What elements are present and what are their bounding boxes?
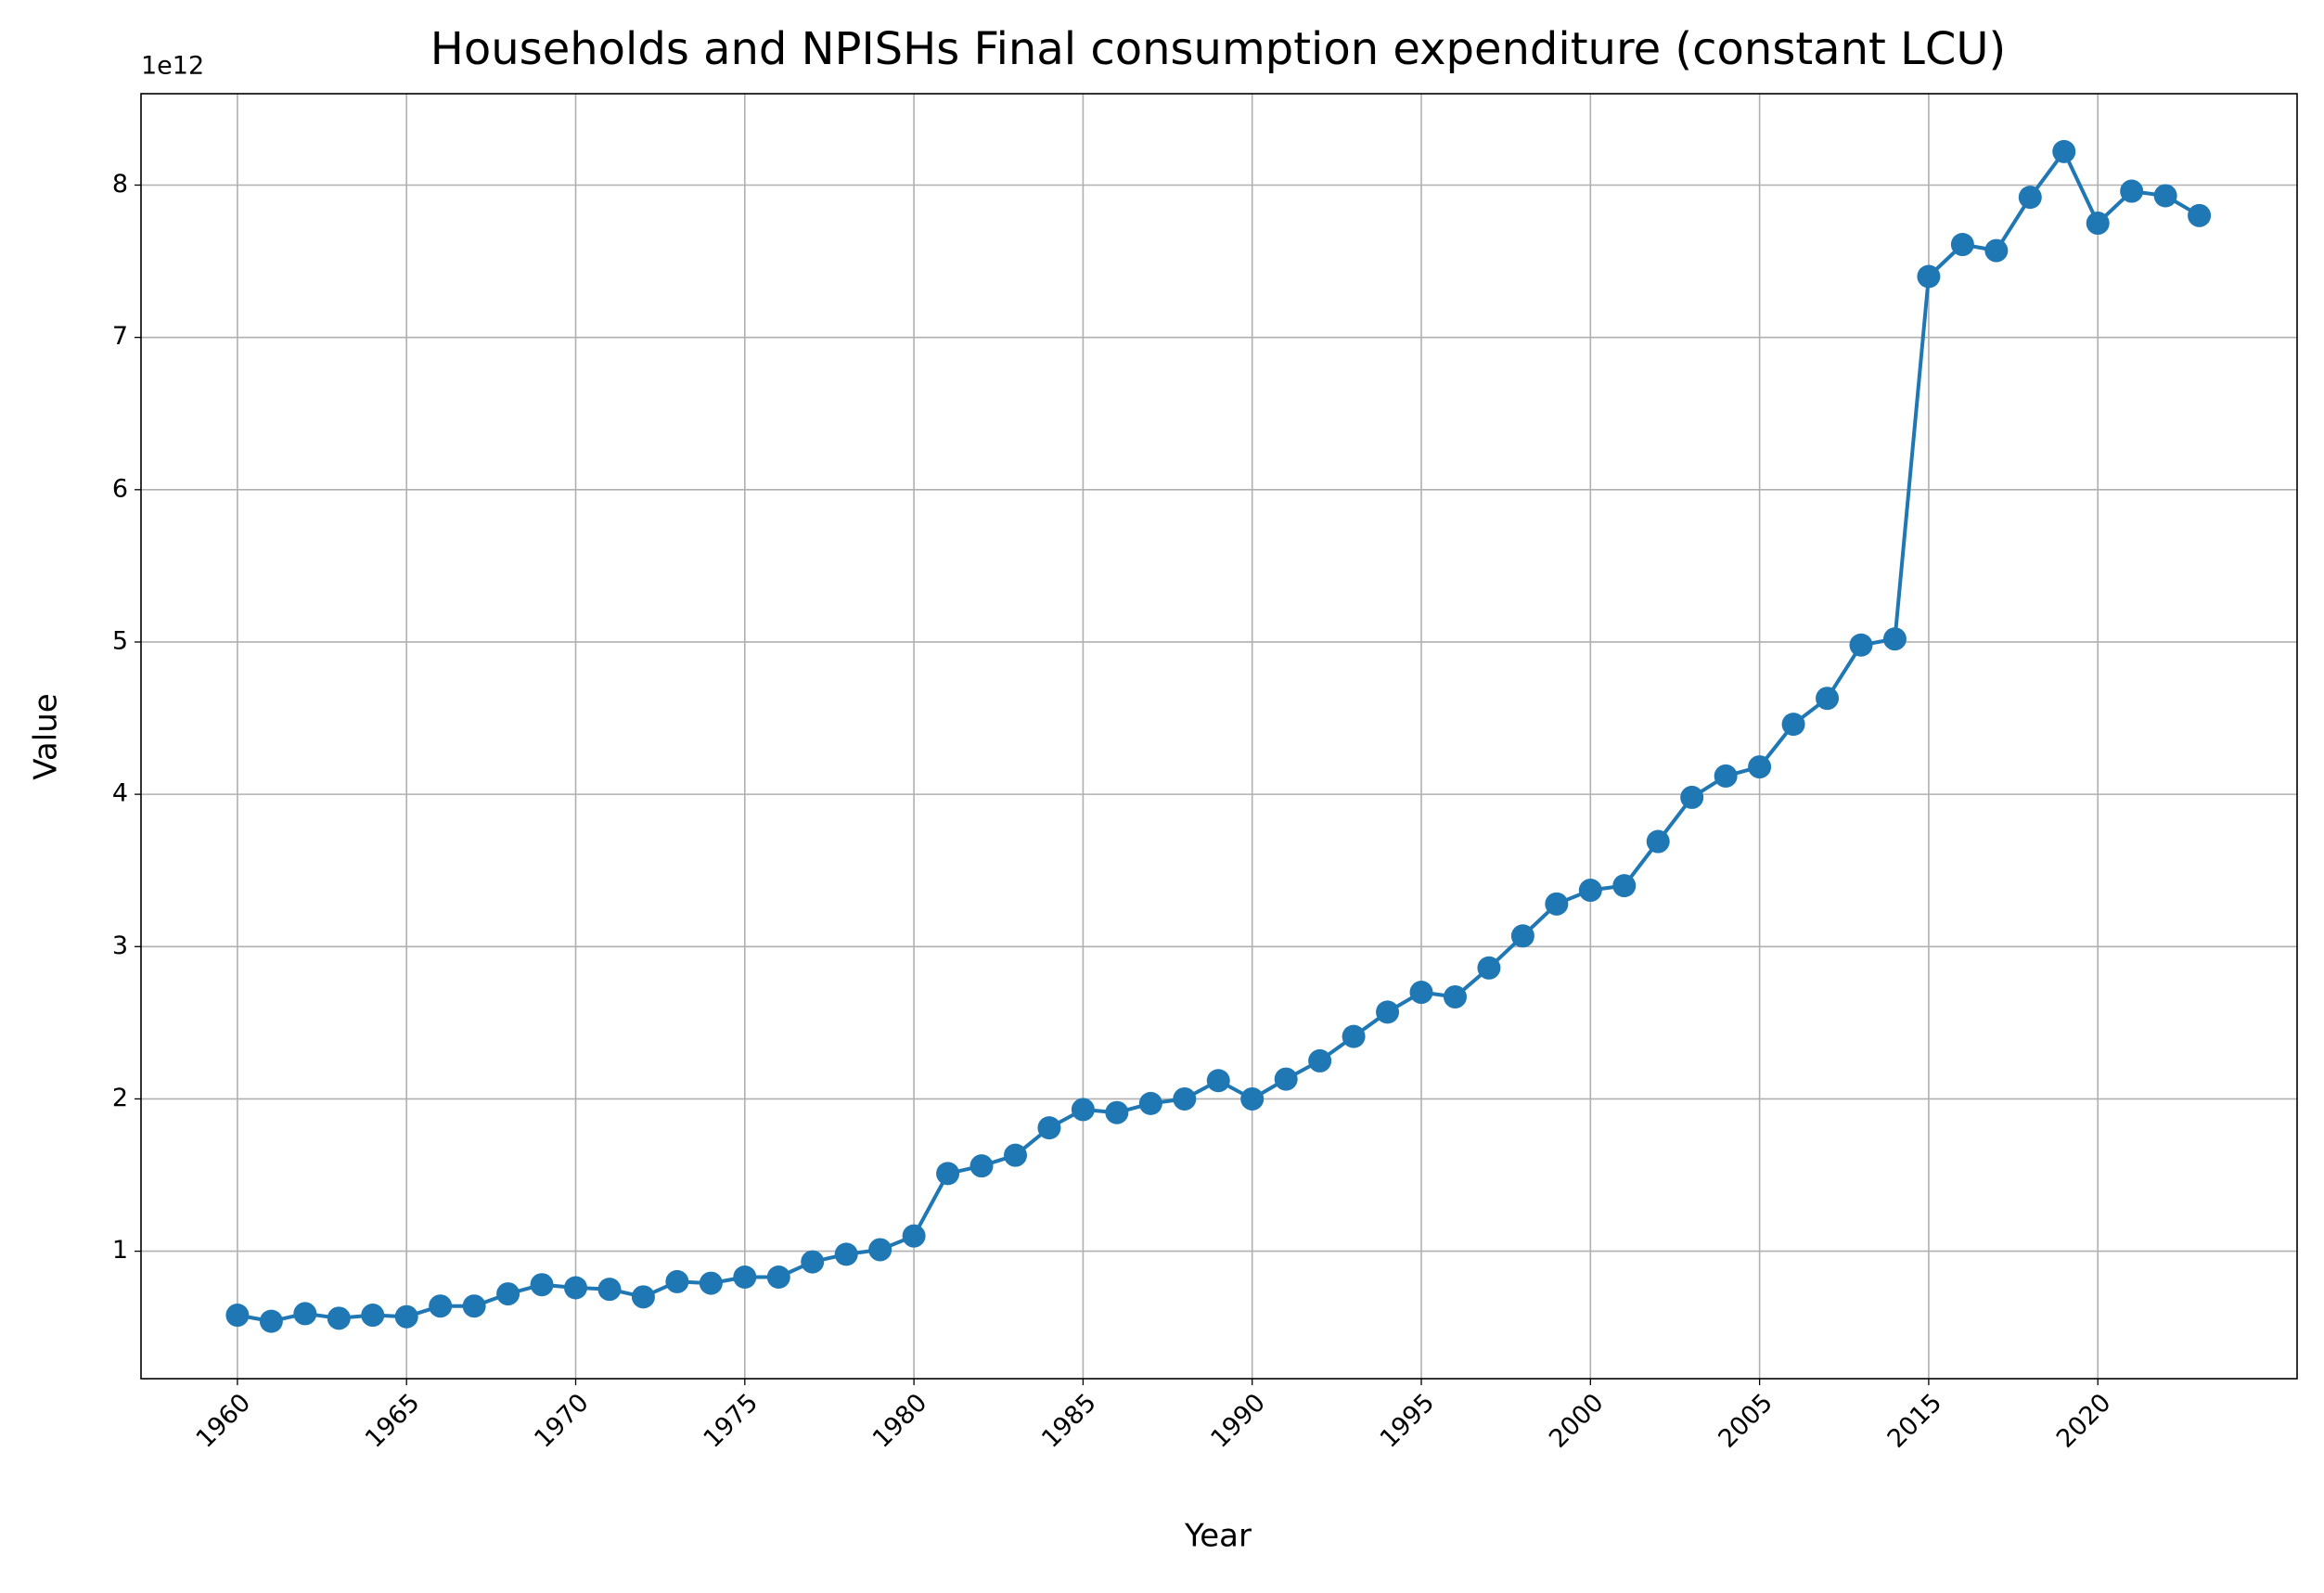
y-tick-label: 2	[112, 1084, 128, 1112]
marker	[1138, 1091, 1162, 1115]
marker	[801, 1250, 825, 1274]
marker	[361, 1304, 385, 1328]
marker	[2052, 139, 2076, 163]
marker	[1714, 764, 1738, 788]
marker	[902, 1224, 926, 1248]
marker	[969, 1154, 994, 1178]
marker	[1173, 1086, 1197, 1111]
marker	[1240, 1086, 1265, 1111]
marker	[1342, 1024, 1366, 1048]
marker	[1308, 1048, 1332, 1073]
marker	[733, 1265, 757, 1290]
marker	[462, 1294, 486, 1318]
marker	[1984, 238, 2009, 263]
marker	[2120, 179, 2144, 203]
marker	[1882, 627, 1907, 651]
marker	[2018, 186, 2042, 210]
marker	[1748, 755, 1772, 779]
y-tick-label: 1	[112, 1236, 128, 1265]
marker	[530, 1273, 554, 1297]
y-axis-label: Value	[28, 693, 65, 779]
marker	[1510, 924, 1534, 948]
marker	[936, 1162, 960, 1186]
marker	[834, 1242, 858, 1266]
marker	[1477, 956, 1501, 980]
marker	[1071, 1098, 1095, 1122]
marker	[496, 1282, 520, 1306]
marker	[1612, 874, 1637, 898]
marker	[1037, 1116, 1061, 1140]
marker	[1409, 981, 1433, 1005]
marker	[259, 1309, 283, 1333]
marker	[1003, 1143, 1027, 1167]
marker	[597, 1278, 622, 1302]
marker	[2153, 184, 2177, 208]
marker	[1680, 785, 1704, 809]
marker	[1274, 1067, 1298, 1091]
marker	[1849, 633, 1873, 657]
marker	[1917, 264, 1941, 289]
marker	[1816, 687, 1840, 711]
marker	[1781, 713, 1805, 737]
y-tick-label: 7	[112, 322, 128, 351]
offset-label: 1e12	[141, 52, 204, 81]
marker	[1443, 984, 1467, 1008]
marker	[2086, 212, 2110, 236]
marker	[1950, 233, 1974, 257]
marker	[293, 1302, 317, 1326]
marker	[1545, 892, 1569, 916]
x-axis-label: Year	[1184, 1518, 1252, 1555]
y-tick-label: 5	[112, 626, 128, 655]
chart-title: Households and NPISHs Final consumption …	[430, 23, 2006, 75]
marker	[429, 1294, 453, 1318]
y-tick-label: 4	[112, 779, 128, 808]
marker	[327, 1306, 351, 1330]
marker	[1105, 1100, 1129, 1124]
marker	[868, 1238, 892, 1262]
marker	[1578, 879, 1602, 903]
marker	[1646, 829, 1670, 854]
plot-frame	[140, 93, 2298, 1380]
marker	[2188, 203, 2212, 227]
y-tick-label: 6	[112, 474, 128, 503]
marker	[631, 1285, 655, 1309]
marker	[1376, 1000, 1400, 1024]
marker	[564, 1276, 588, 1300]
marker	[699, 1271, 723, 1295]
marker	[394, 1304, 418, 1329]
marker	[766, 1265, 790, 1290]
marker	[225, 1304, 250, 1328]
marker	[665, 1269, 689, 1293]
y-tick-label: 8	[112, 170, 128, 199]
marker	[1206, 1069, 1230, 1093]
y-tick-label: 3	[112, 931, 128, 960]
